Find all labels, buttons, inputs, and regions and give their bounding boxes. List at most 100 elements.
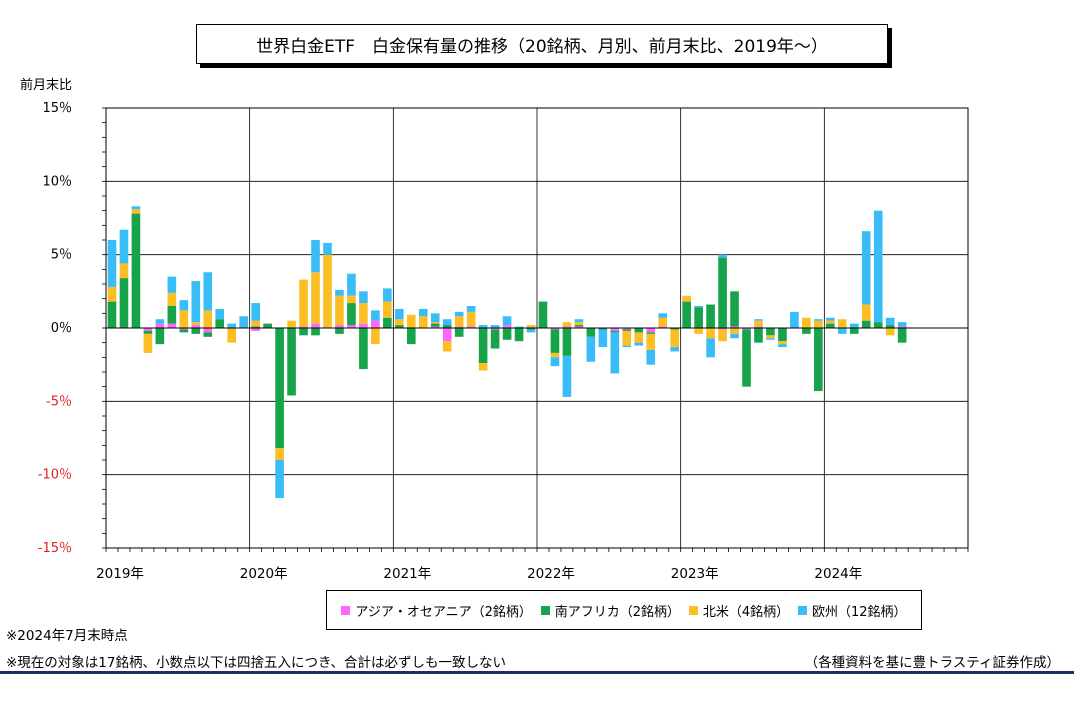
bar-segment	[754, 320, 763, 327]
bar-segment	[442, 328, 452, 342]
bar-segment	[802, 328, 811, 334]
bar-segment	[143, 328, 153, 331]
legend-label-europe: 欧州（12銘柄）	[812, 604, 907, 620]
bar-segment	[251, 328, 260, 331]
bar-segment	[395, 308, 404, 320]
legend-item-europe: 欧州（12銘柄）	[798, 601, 907, 620]
bar-segment	[454, 311, 464, 317]
bar-segment	[131, 209, 141, 214]
bar-segment	[418, 308, 428, 317]
bar-segment	[670, 329, 679, 348]
bar-segment	[227, 323, 237, 328]
bar-segment	[766, 338, 775, 340]
bar-segment	[454, 326, 464, 328]
bar-segment	[215, 319, 225, 328]
y-tick-label: 15％	[42, 101, 72, 116]
bar-segment	[119, 278, 129, 328]
bar-segment	[562, 322, 572, 327]
bar-segment	[347, 303, 356, 326]
bar-segment	[131, 206, 141, 210]
bar-segment	[622, 330, 632, 346]
y-tick-label: -5％	[46, 394, 72, 409]
legend: アジア・オセアニア（2銘柄） 南アフリカ（2銘柄） 北米（4銘柄） 欧州（12銘…	[326, 590, 922, 630]
y-tick-label: 10％	[42, 174, 72, 189]
bar-segment	[466, 326, 476, 328]
bar-segment	[814, 328, 823, 392]
bar-segment	[526, 325, 536, 328]
bar-segment	[191, 322, 201, 326]
bar-segment	[227, 328, 237, 343]
x-year-label: 2019年	[96, 566, 144, 582]
bar-segment	[383, 317, 392, 328]
x-year-label: 2024年	[814, 566, 862, 582]
bar-segment	[730, 333, 739, 339]
bar-segment	[658, 313, 668, 318]
bar-segment	[682, 295, 691, 302]
source-credit: （各種資料を基に豊トラスティ証券作成）	[804, 655, 1060, 671]
bar-segment	[897, 328, 907, 343]
bar-segment	[778, 344, 787, 348]
bar-segment	[311, 328, 320, 336]
bar-segment	[622, 345, 632, 348]
stacked-bar-chart: 15％ 10％ 5％ 0％ -5％ -10％ -15％ 2019年 2020年 2021年 2022…	[38, 101, 969, 582]
bar-segment	[610, 332, 620, 374]
bar-segment	[383, 301, 392, 318]
bar-segment	[873, 322, 883, 328]
bar-segment	[179, 310, 189, 328]
bar-segment	[478, 328, 488, 364]
bar-segment	[107, 301, 117, 328]
bar-segment	[299, 279, 308, 327]
bar-segment	[311, 272, 320, 324]
bar-segment	[598, 328, 608, 330]
bar-segment	[706, 338, 715, 358]
bar-segment	[478, 363, 488, 371]
bar-segment	[885, 328, 895, 336]
bar-segment	[383, 288, 392, 302]
bar-segment	[466, 311, 476, 327]
legend-item-north-america: 北米（4銘柄）	[688, 601, 790, 620]
bar-segment	[861, 320, 871, 328]
bar-segment	[550, 329, 560, 353]
bar-segment	[239, 316, 248, 328]
bar-segment	[502, 325, 512, 328]
bar-segment	[502, 328, 512, 340]
bar-segment	[251, 326, 260, 328]
legend-swatch-europe	[798, 605, 808, 615]
bar-segment	[730, 328, 739, 334]
bar-segment	[670, 328, 679, 330]
bar-segment	[167, 306, 177, 324]
bar-segment	[335, 289, 344, 296]
bar-segment	[203, 332, 213, 337]
bar-segment	[347, 273, 356, 296]
bar-segment	[155, 328, 165, 345]
bar-segment	[430, 323, 440, 327]
bar-segment	[754, 328, 763, 343]
bar-segment	[610, 328, 620, 331]
bar-segment	[442, 341, 452, 352]
bar-segment	[179, 300, 189, 311]
chart-title: 世界白金ETF 白金保有量の推移（20銘柄、月別、前月末比、2019年～）	[196, 24, 888, 64]
bar-segment	[155, 319, 165, 324]
legend-item-south-africa: 南アフリカ（2銘柄）	[540, 601, 680, 620]
bar-segment	[454, 328, 464, 337]
bar-segment	[574, 319, 584, 323]
bar-segment	[694, 306, 703, 308]
bar-segment	[849, 328, 859, 334]
bar-segment	[119, 229, 129, 264]
bar-segment	[131, 213, 141, 328]
bar-segment	[897, 326, 907, 328]
bar-segment	[490, 329, 500, 349]
legend-swatch-south-africa	[540, 605, 550, 615]
bar-segment	[406, 314, 416, 328]
legend-label-north-america: 北米（4銘柄）	[702, 604, 790, 620]
bar-segment	[179, 328, 189, 330]
bar-segment	[814, 319, 823, 321]
bar-segment	[251, 303, 260, 321]
bar-segment	[562, 355, 572, 397]
bar-segment	[574, 325, 584, 327]
bar-segment	[826, 317, 835, 321]
legend-label-asia-oceania: アジア・オセアニア（2銘柄）	[355, 604, 532, 620]
bar-segment	[766, 328, 775, 336]
bottom-rule	[0, 671, 1074, 674]
bar-segment	[430, 322, 440, 324]
